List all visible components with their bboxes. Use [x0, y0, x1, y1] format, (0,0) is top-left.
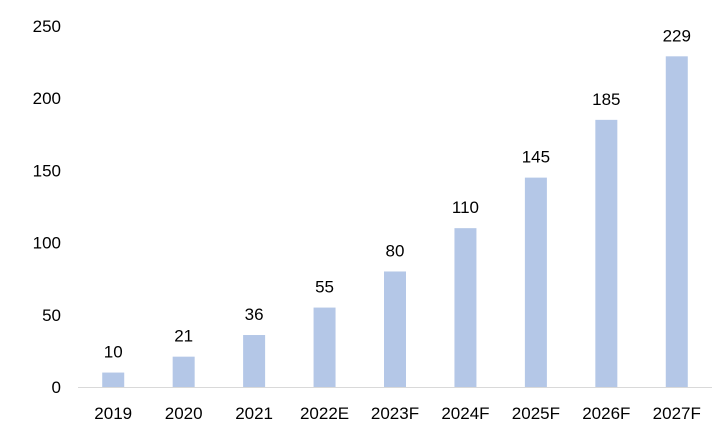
- bar-2019: [102, 372, 125, 387]
- x-axis-ticks: 2019 2020 2021 2022E 2023F 2024F 2025F 2026F 202…: [94, 404, 701, 423]
- data-label: 185: [592, 90, 620, 109]
- bars: [102, 56, 688, 388]
- data-label: 110: [452, 198, 479, 217]
- data-label: 80: [386, 241, 405, 260]
- bar-2025f: [524, 177, 547, 387]
- data-labels: 10 21 36 55 80 110 145 185 229: [104, 26, 691, 361]
- y-axis-ticks: 0 50 100 150 200 250: [33, 17, 61, 397]
- x-tick-label: 2025F: [512, 404, 560, 423]
- x-tick-label: 2024F: [441, 404, 489, 423]
- data-label: 55: [315, 278, 334, 297]
- bar-2022e: [313, 307, 336, 387]
- bar-2024f: [454, 228, 477, 387]
- y-tick-label: 150: [33, 161, 61, 180]
- x-tick-label: 2026F: [582, 404, 630, 423]
- bar-2023f: [384, 271, 406, 387]
- bar-2027f: [665, 56, 688, 387]
- x-tick-label: 2020: [165, 404, 203, 423]
- y-tick-label: 0: [52, 378, 61, 397]
- data-label: 145: [522, 148, 550, 167]
- x-tick-label: 2023F: [371, 404, 419, 423]
- x-tick-label: 2019: [94, 404, 132, 423]
- x-tick-label: 2027F: [653, 404, 701, 423]
- data-label: 229: [663, 26, 691, 45]
- x-tick-label: 2022E: [300, 404, 349, 423]
- y-tick-label: 50: [42, 306, 61, 325]
- data-label: 36: [245, 305, 264, 324]
- y-tick-label: 250: [33, 17, 61, 36]
- y-tick-label: 100: [33, 234, 61, 253]
- bar-2026f: [595, 119, 618, 388]
- data-label: 10: [104, 343, 123, 362]
- data-label: 21: [174, 327, 193, 346]
- bar-2020: [172, 356, 195, 387]
- bar-2021: [243, 335, 266, 387]
- x-tick-label: 2021: [235, 404, 273, 423]
- y-tick-label: 200: [33, 89, 61, 108]
